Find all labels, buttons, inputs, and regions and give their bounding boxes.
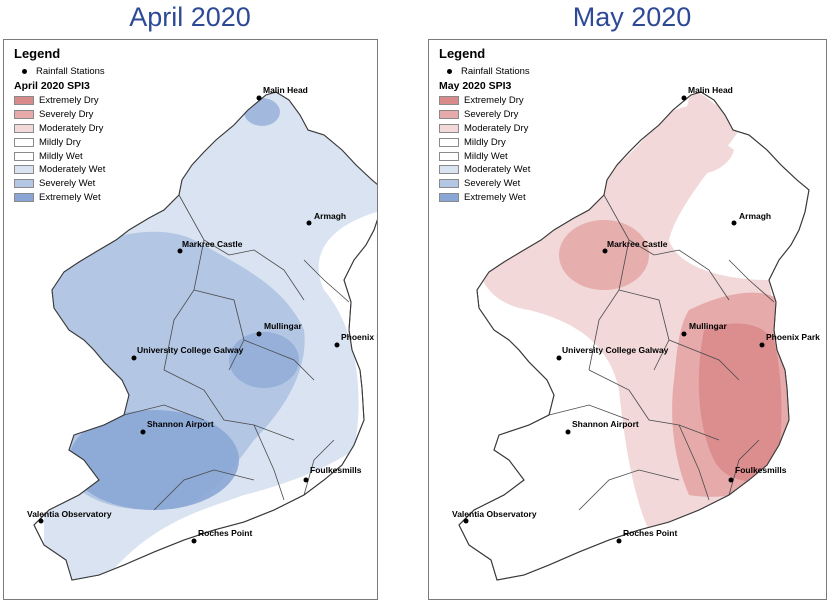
legend-swatch xyxy=(439,151,459,161)
station-label-phoenix-park: Phoenix Park xyxy=(341,332,378,342)
station-label-armagh: Armagh xyxy=(314,211,346,221)
legend-label: Extremely Dry xyxy=(39,95,99,107)
legend-swatch xyxy=(14,123,34,133)
legend-swatch xyxy=(14,96,34,106)
station-label-ucg: University College Galway xyxy=(562,345,669,355)
legend-row: Moderately Dry xyxy=(14,122,105,136)
legend-swatch xyxy=(439,123,459,133)
legend-station-row: Rainfall Stations xyxy=(439,64,530,78)
legend-subtitle: April 2020 SPI3 xyxy=(14,80,90,92)
legend-row: Mildly Wet xyxy=(439,149,530,163)
legend-swatch xyxy=(439,110,459,120)
may-map: Malin Head Armagh Markree Castle Mulling… xyxy=(452,85,820,581)
may-stations xyxy=(463,95,765,544)
april-map: Malin Head Armagh Markree Castle Mulling… xyxy=(27,85,378,581)
april-station-labels: Malin Head Armagh Markree Castle Mulling… xyxy=(27,85,378,538)
legend-label: Extremely Wet xyxy=(464,191,526,203)
legend-swatch xyxy=(14,179,34,189)
legend-label: Moderately Wet xyxy=(39,164,106,176)
legend-row: Severely Wet xyxy=(14,177,105,191)
legend-row: Moderately Wet xyxy=(439,163,530,177)
legend-swatch xyxy=(14,192,34,202)
station-label-valentia: Valentia Observatory xyxy=(27,509,112,519)
station-label-mullingar: Mullingar xyxy=(689,321,727,331)
legend-row: Mildly Wet xyxy=(14,149,105,163)
legend-row: Mildly Dry xyxy=(439,135,530,149)
april-panel-title: April 2020 xyxy=(129,2,251,32)
legend-swatch xyxy=(439,192,459,202)
station-dot-icon xyxy=(22,68,27,74)
legend-swatch xyxy=(439,165,459,175)
may-legend: Legend Rainfall Stations May 2020 SPI3 E… xyxy=(439,46,530,204)
station-label-roches-point: Roches Point xyxy=(198,528,252,538)
may-station-labels: Malin Head Armagh Markree Castle Mulling… xyxy=(452,85,820,538)
station-label-malin-head: Malin Head xyxy=(688,85,733,95)
legend-swatch xyxy=(439,96,459,106)
legend-label: Severely Dry xyxy=(39,109,94,121)
legend-swatch xyxy=(14,151,34,161)
legend-row: Moderately Wet xyxy=(14,163,105,177)
station-label-shannon-airport: Shannon Airport xyxy=(572,419,639,429)
station-label-valentia: Valentia Observatory xyxy=(452,509,537,519)
legend-row: Moderately Dry xyxy=(439,122,530,136)
legend-title: Legend xyxy=(14,46,61,61)
legend-row: Extremely Wet xyxy=(439,191,530,205)
legend-label: Extremely Dry xyxy=(464,95,524,107)
legend-subtitle: May 2020 SPI3 xyxy=(439,80,512,92)
april-legend: Legend Rainfall Stations April 2020 SPI3… xyxy=(14,46,105,204)
station-label-armagh: Armagh xyxy=(739,211,771,221)
legend-stations-label: Rainfall Stations xyxy=(36,65,105,77)
station-label-foulkesmills: Foulkesmills xyxy=(310,465,362,475)
legend-classes: Extremely Dry Severely Dry Moderately Dry M… xyxy=(439,94,530,204)
april-stations xyxy=(38,95,340,544)
may-panel-title: May 2020 xyxy=(572,2,692,32)
legend-label: Severely Dry xyxy=(464,109,519,121)
legend-row: Extremely Dry xyxy=(439,94,530,108)
legend-label: Mildly Wet xyxy=(464,150,508,162)
legend-label: Moderately Wet xyxy=(464,164,531,176)
legend-label: Extremely Wet xyxy=(39,191,101,203)
legend-swatch xyxy=(14,165,34,175)
station-label-ucg: University College Galway xyxy=(137,345,244,355)
legend-label: Moderately Dry xyxy=(39,122,104,134)
legend-swatch xyxy=(439,179,459,189)
may-map-panel: Malin Head Armagh Markree Castle Mulling… xyxy=(428,39,827,600)
legend-title: Legend xyxy=(439,46,486,61)
legend-stations-label: Rainfall Stations xyxy=(461,65,530,77)
station-label-shannon-airport: Shannon Airport xyxy=(147,419,214,429)
station-label-foulkesmills: Foulkesmills xyxy=(735,465,787,475)
legend-label: Mildly Wet xyxy=(39,150,83,162)
legend-row: Extremely Wet xyxy=(14,191,105,205)
legend-swatch xyxy=(14,110,34,120)
legend-label: Severely Wet xyxy=(464,178,521,190)
station-label-markree-castle: Markree Castle xyxy=(182,239,243,249)
legend-row: Mildly Dry xyxy=(14,135,105,149)
station-label-phoenix-park: Phoenix Park xyxy=(766,332,820,342)
legend-label: Mildly Dry xyxy=(39,136,81,148)
legend-row: Severely Dry xyxy=(14,108,105,122)
legend-row: Extremely Dry xyxy=(14,94,105,108)
station-dot-icon xyxy=(447,68,452,74)
legend-station-row: Rainfall Stations xyxy=(14,64,105,78)
legend-swatch xyxy=(14,137,34,147)
legend-row: Severely Wet xyxy=(439,177,530,191)
station-label-markree-castle: Markree Castle xyxy=(607,239,668,249)
april-map-panel: Malin Head Armagh Markree Castle Mulling… xyxy=(3,39,378,600)
legend-label: Moderately Dry xyxy=(464,122,529,134)
legend-row: Severely Dry xyxy=(439,108,530,122)
legend-label: Severely Wet xyxy=(39,178,96,190)
station-label-roches-point: Roches Point xyxy=(623,528,677,538)
legend-classes: Extremely Dry Severely Dry Moderately Dry M… xyxy=(14,94,105,204)
station-label-mullingar: Mullingar xyxy=(264,321,302,331)
legend-label: Mildly Dry xyxy=(464,136,506,148)
station-label-malin-head: Malin Head xyxy=(263,85,308,95)
legend-swatch xyxy=(439,137,459,147)
